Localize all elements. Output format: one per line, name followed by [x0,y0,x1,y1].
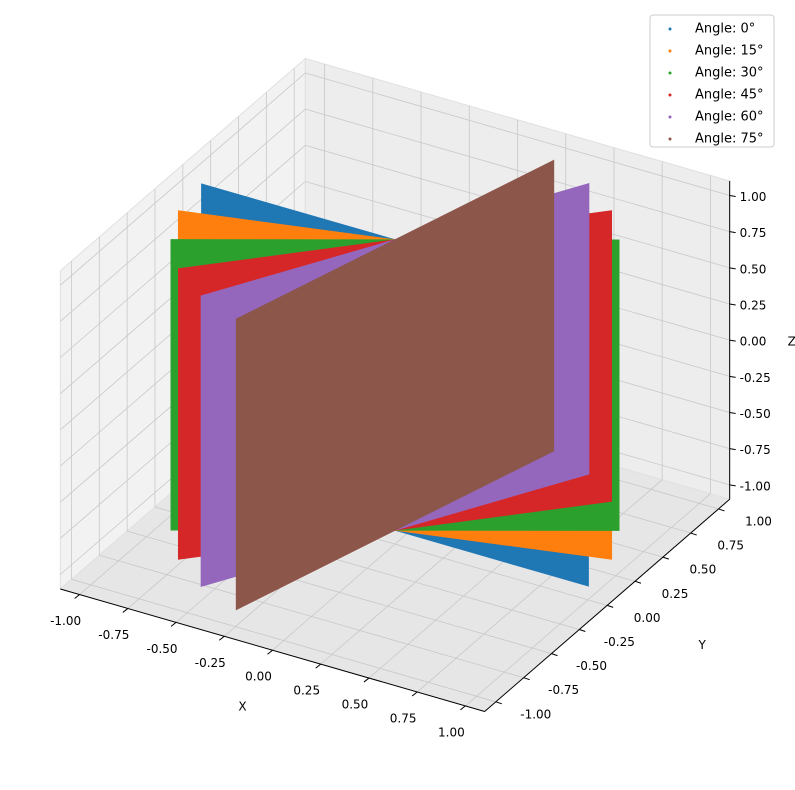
x-tick-label: 1.00 [438,725,465,739]
y-tick [607,604,614,608]
x-tick [460,705,466,711]
legend-marker [668,115,672,119]
y-tick [662,556,670,560]
legend-label: Angle: 30° [695,66,764,81]
x-tick [122,608,129,613]
z-tick-label: 0.50 [740,262,767,276]
y-tick-label: 0.00 [634,611,661,625]
grid-line [99,554,524,679]
z-tick-label: -0.50 [740,407,771,421]
z-tick [729,339,736,342]
z-tick-label: 0.25 [740,298,767,312]
z-tick-label: 1.00 [740,190,767,204]
x-tick [411,691,418,697]
y-tick-label: -1.00 [520,707,551,721]
legend-marker [668,71,672,75]
x-tick-label: -0.75 [98,628,129,642]
x-tick-label: 0.50 [342,698,369,712]
legend-label: Angle: 60° [695,110,764,125]
legend: Angle: 0° Angle: 15° Angle: 30° Angle: 45° A… [649,14,775,148]
x-axis-line [60,588,485,712]
x-tick-label: 0.25 [293,684,320,698]
z-tick [729,231,736,234]
x-axis-label: X [238,700,246,714]
y-tick-label: -0.25 [604,635,635,649]
grid-line [71,578,496,703]
z-tick [729,267,736,270]
legend-marker [668,49,672,53]
x-tick-label: -1.00 [50,614,81,628]
z-tick-label: 0.00 [740,335,767,349]
legend-marker [668,137,672,141]
y-tick [718,508,725,512]
y-tick [551,653,558,657]
legend-label: Angle: 75° [695,132,764,147]
x-tick [315,663,322,669]
z-axis-label: Z [788,335,795,349]
y-tick-label: -0.75 [548,683,579,697]
x-tick [267,649,273,655]
legend-marker [668,27,672,31]
legend-marker [668,93,672,97]
y-axis-label: Y [697,638,706,652]
x-tick-label: -0.25 [195,656,226,670]
x-tick-label: 0.00 [245,670,272,684]
x-tick-label: 0.75 [390,711,417,725]
z-tick [729,448,736,451]
y-tick-label: 0.50 [689,563,716,577]
y-tick-label: 0.25 [662,587,689,601]
legend-box [649,14,775,148]
y-tick [690,532,697,536]
legend-label: Angle: 0° [695,22,755,37]
z-tick-label: -0.75 [740,443,771,457]
z-tick [729,412,736,414]
x-tick [218,635,225,641]
x-tick [74,594,80,599]
y-tick-label: 0.75 [717,539,744,553]
x-tick-label: -0.50 [147,642,178,656]
y-tick [523,677,530,681]
z-tick [729,195,736,197]
grid-line [305,72,730,196]
y-axis-line [484,498,730,712]
legend-label: Angle: 15° [695,44,764,59]
x-tick [170,621,177,627]
z-tick-label: 0.75 [740,226,767,240]
y-tick [579,629,586,632]
grid-line [60,72,306,286]
y-tick [634,580,642,584]
legend-label: Angle: 45° [695,88,764,103]
z-tick [729,303,736,306]
y-tick-label: 1.00 [745,514,772,528]
y-tick [495,701,502,705]
x-tick [363,677,370,683]
y-tick-label: -0.50 [576,659,607,673]
z-tick [729,375,736,378]
scatter-plane [235,159,555,611]
z-tick-label: -1.00 [740,479,771,493]
z-tick [729,484,736,487]
grid-line [305,108,730,233]
z-tick-label: -0.25 [740,371,771,385]
